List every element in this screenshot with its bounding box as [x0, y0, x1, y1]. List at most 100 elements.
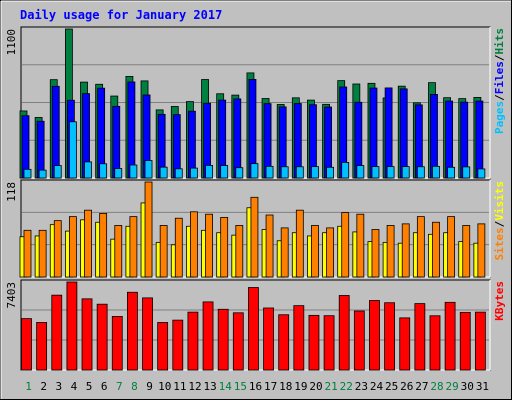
- bar-kbytes-day-20: [308, 314, 320, 371]
- x-tick-label-day-15: 15: [234, 380, 247, 393]
- bar-kbytes-day-24: [369, 300, 380, 371]
- bar-pages-day-19: [295, 166, 304, 179]
- x-tick-label-day-6: 6: [101, 380, 108, 393]
- x-tick-label-day-30: 30: [461, 380, 474, 393]
- bar-files-day-29: [445, 100, 454, 179]
- bar-sites-day-22: [341, 212, 350, 278]
- panel-visitors-max-label: 118: [5, 182, 18, 202]
- bar-pages-day-26: [401, 166, 410, 179]
- series-pages: [23, 121, 486, 179]
- bar-pages-day-7: [114, 168, 123, 179]
- x-tick-label-day-28: 28: [430, 380, 443, 393]
- bar-kbytes-day-4: [66, 281, 78, 371]
- bar-pages-day-11: [174, 168, 183, 179]
- bar-kbytes-day-22: [338, 295, 350, 371]
- bar-pages-day-18: [280, 166, 289, 179]
- bar-pages-day-22: [341, 162, 350, 179]
- x-tick-label-day-9: 9: [146, 380, 153, 393]
- bar-sites-day-17: [265, 214, 274, 278]
- x-tick-label-day-3: 3: [56, 380, 63, 393]
- bar-kbytes-day-17: [263, 307, 274, 371]
- bar-files-day-8: [127, 81, 136, 179]
- bar-sites-day-19: [295, 209, 304, 278]
- x-tick-label-day-16: 16: [249, 380, 262, 393]
- x-tick-label-day-20: 20: [309, 380, 322, 393]
- x-tick-label-day-26: 26: [400, 380, 413, 393]
- bar-sites-day-27: [416, 216, 425, 278]
- x-tick-label-day-2: 2: [40, 380, 47, 393]
- bar-pages-day-20: [311, 166, 319, 179]
- x-tick-label-day-23: 23: [355, 380, 368, 393]
- bar-files-day-28: [430, 94, 438, 179]
- bar-pages-day-30: [462, 166, 471, 179]
- bar-pages-day-1: [23, 168, 32, 179]
- bar-pages-day-17: [265, 165, 274, 179]
- bar-files-day-31: [475, 100, 484, 179]
- bar-kbytes-day-8: [127, 291, 138, 371]
- legend-item-pages: Pages: [493, 101, 506, 134]
- x-tick-label-day-12: 12: [188, 380, 201, 393]
- bar-sites-day-6: [99, 212, 108, 278]
- bar-kbytes-day-13: [202, 301, 214, 371]
- bar-kbytes-day-14: [217, 308, 229, 371]
- bar-sites-day-8: [129, 216, 138, 278]
- bar-pages-day-5: [84, 161, 92, 179]
- bar-sites-day-15: [235, 225, 244, 278]
- bar-sites-day-14: [220, 217, 229, 278]
- bar-sites-day-20: [311, 225, 319, 278]
- bar-sites-day-13: [205, 213, 213, 278]
- bar-files-day-2: [36, 120, 45, 179]
- series-kbytes: [21, 281, 486, 371]
- bar-kbytes-day-11: [172, 319, 184, 371]
- panel-kbytes-max-label: 7403: [5, 282, 18, 309]
- bar-sites-day-16: [250, 196, 259, 278]
- bar-sites-day-28: [432, 221, 440, 278]
- legend-item-kbytes: KBytes: [493, 281, 506, 321]
- bar-kbytes-day-7: [111, 316, 123, 371]
- bar-sites-day-5: [84, 209, 92, 278]
- bar-kbytes-day-19: [293, 305, 305, 371]
- bar-pages-day-28: [432, 165, 440, 179]
- bar-pages-day-3: [53, 165, 62, 179]
- bar-pages-day-24: [371, 166, 380, 179]
- x-tick-label-day-13: 13: [203, 380, 216, 393]
- bar-sites-day-23: [356, 213, 365, 278]
- bar-pages-day-12: [190, 167, 198, 179]
- bar-kbytes-day-3: [51, 294, 63, 371]
- bar-kbytes-day-9: [142, 297, 153, 371]
- x-tick-label-day-31: 31: [476, 380, 489, 393]
- bar-sites-day-21: [326, 227, 334, 278]
- x-tick-label-day-14: 14: [219, 380, 233, 393]
- bar-sites-day-3: [53, 220, 62, 278]
- x-tick-label-day-5: 5: [86, 380, 93, 393]
- bar-sites-day-24: [371, 229, 380, 278]
- bar-sites-day-12: [190, 211, 198, 278]
- bar-pages-day-31: [477, 168, 486, 179]
- bar-sites-day-11: [174, 217, 183, 278]
- bar-kbytes-day-29: [444, 301, 456, 371]
- bar-sites-day-2: [38, 229, 47, 278]
- bar-kbytes-day-27: [414, 303, 426, 371]
- bar-pages-day-27: [416, 166, 425, 179]
- x-tick-label-day-4: 4: [71, 380, 78, 393]
- bar-kbytes-day-12: [187, 311, 199, 371]
- x-axis-day-labels: 1 2 3 4 5 6 7 8 9 10 11 12 13 14 15 16 17 18 19 20 21 22 23 24 2…: [25, 380, 489, 393]
- bar-files-day-7: [112, 105, 121, 179]
- legend-separator: /: [493, 94, 506, 101]
- bar-sites-day-31: [477, 223, 486, 278]
- x-tick-label-day-24: 24: [370, 380, 384, 393]
- bar-kbytes-day-5: [81, 298, 93, 371]
- x-tick-label-day-22: 22: [340, 380, 353, 393]
- legend-item-files: Files: [493, 61, 506, 94]
- bar-files-day-26: [399, 88, 408, 179]
- bar-kbytes-day-28: [429, 315, 441, 371]
- x-tick-label-day-19: 19: [294, 380, 307, 393]
- bar-kbytes-day-16: [248, 287, 259, 371]
- legend-separator: /: [493, 54, 506, 61]
- bar-sites-day-10: [159, 225, 168, 278]
- bar-sites-day-9: [144, 181, 153, 278]
- x-tick-label-day-18: 18: [279, 380, 292, 393]
